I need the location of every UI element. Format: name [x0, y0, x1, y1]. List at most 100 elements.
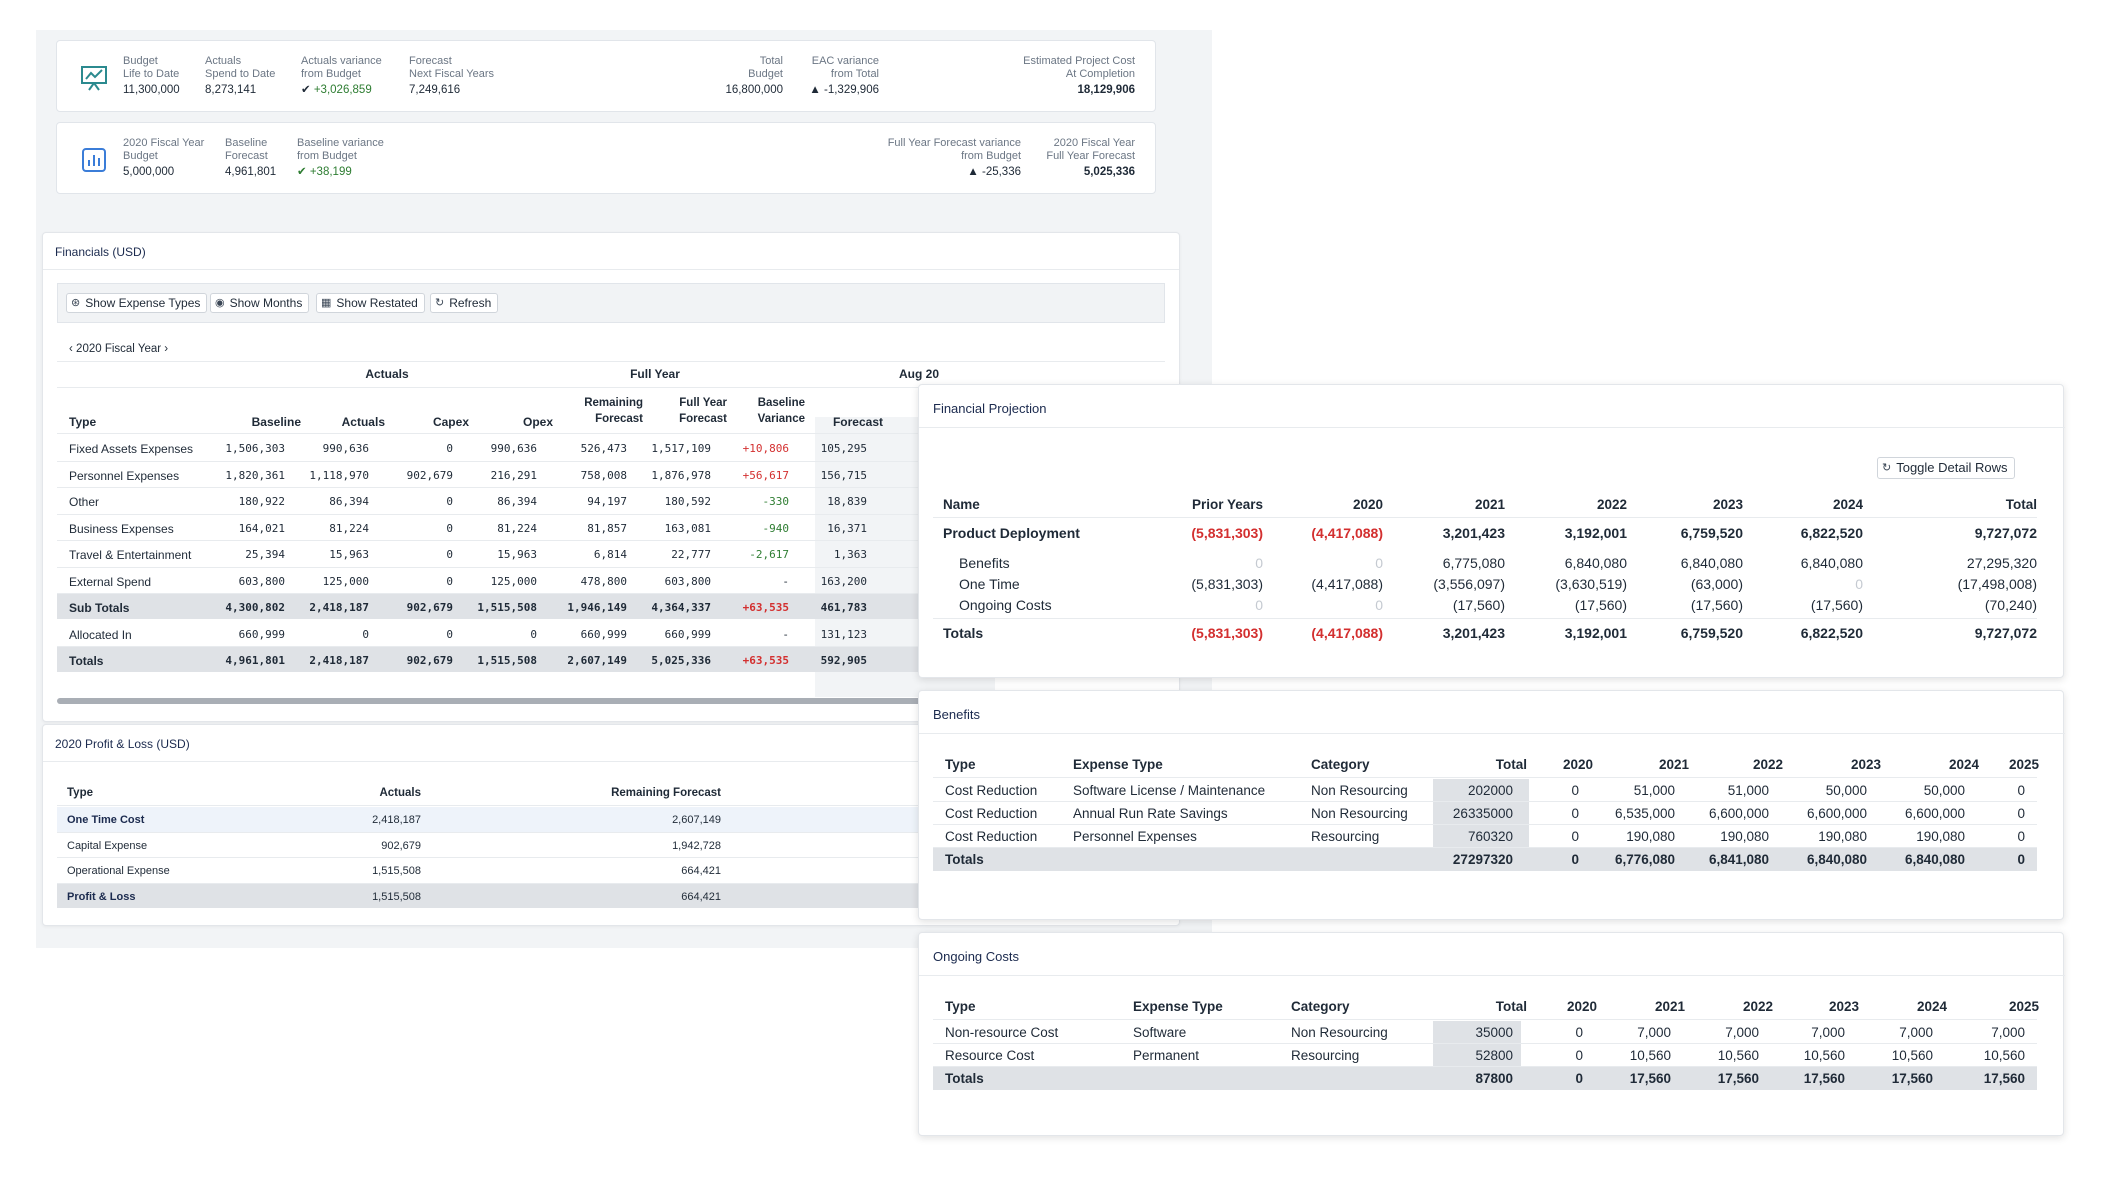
financials-toolbar: ⊛ Show Expense Types ◉ Show Months ▦ Show R…: [57, 283, 1165, 323]
cell: 1,876,978: [651, 468, 711, 482]
row-type: Totals: [69, 654, 104, 668]
col-header: 2020: [1562, 757, 1593, 772]
cell: 7,000: [1811, 1025, 1845, 1040]
table-row[interactable]: One Time Cost 2,418,187 2,607,149: [57, 807, 1165, 833]
col-header-line1: Full Year: [679, 397, 727, 409]
cell: 0: [362, 627, 369, 641]
ongoing-title: Ongoing Costs: [933, 949, 1019, 964]
col-header-line1: Baseline: [757, 397, 805, 409]
projection-cell: 3,192,001: [1564, 525, 1627, 541]
col-header: 2023: [1850, 757, 1881, 772]
total-row-shade: [933, 848, 2037, 871]
cell: 50,000: [1825, 783, 1867, 798]
cell: 17,560: [1983, 1071, 2025, 1086]
projection-row-name: Product Deployment: [943, 525, 1080, 541]
cell: Permanent: [1133, 1048, 1200, 1063]
col-header-line2: Variance: [757, 413, 805, 425]
cell: 478,800: [580, 574, 627, 588]
check-circle-icon: ✔: [301, 84, 311, 96]
cell: Cost Reduction: [945, 806, 1038, 821]
horizontal-scrollbar[interactable]: [57, 698, 1165, 704]
cell: 660,999: [664, 627, 711, 641]
cell: 10,560: [1891, 1048, 1933, 1063]
col-header: Actuals: [341, 415, 385, 429]
col-header-actuals: Actuals: [379, 787, 421, 799]
projection-cell: (17,560): [1452, 597, 1505, 613]
table-row: Cost Reduction Software License / Mainten…: [933, 779, 2037, 802]
col-header: Forecast: [832, 415, 883, 429]
fiscal-year-selector[interactable]: ‹ 2020 Fiscal Year ›: [69, 343, 169, 355]
chevron-left-icon[interactable]: ‹: [69, 343, 73, 355]
cell: 1,506,303: [225, 442, 285, 455]
cell: 180,922: [238, 495, 285, 508]
cell: Non-resource Cost: [945, 1025, 1059, 1040]
cell: 1,946,149: [567, 601, 627, 614]
cell-remaining: 2,607,149: [672, 814, 721, 826]
cell: 17,560: [1629, 1071, 1671, 1086]
show-restated-button[interactable]: ▦ Show Restated: [316, 293, 425, 313]
show-expense-types-button[interactable]: ⊛ Show Expense Types: [66, 293, 208, 313]
cell: 2,607,149: [567, 654, 627, 667]
table-row: Allocated In 660,999 0 0 0 660,999 660,999 - 131…: [57, 621, 1165, 648]
cell: 6,814: [593, 548, 627, 561]
cell: 15,963: [329, 548, 369, 561]
col-header-line2: Forecast: [679, 413, 727, 425]
cell: +10,806: [742, 442, 789, 455]
col-header: 2021: [1654, 999, 1685, 1014]
toggle-detail-rows-button[interactable]: ↻ Toggle Detail Rows: [1877, 457, 2015, 479]
cell: 216,291: [490, 468, 537, 482]
cell: 50,000: [1923, 783, 1965, 798]
cell: 0: [530, 627, 537, 641]
cell: 190,080: [1720, 829, 1769, 844]
group-header: Actuals: [365, 367, 409, 381]
cell: 10,560: [1983, 1048, 2025, 1063]
col-header: Baseline: [251, 415, 301, 429]
projection-row-name: Ongoing Costs: [959, 597, 1052, 613]
kpi-actuals-variance: Actuals variance from Budget ✔ +3,026,859: [301, 55, 382, 96]
cell: 18,839: [827, 495, 867, 508]
chevron-right-icon[interactable]: ›: [164, 343, 169, 355]
cell: 86,394: [497, 495, 537, 508]
table-row: Totals 27297320 0 6,776,080 6,841,080 6,840,0…: [933, 848, 2037, 871]
cell: 4,961,801: [225, 654, 285, 667]
cell: 4,300,802: [225, 601, 285, 614]
cell: 35000: [1475, 1025, 1513, 1040]
projection-cell: (63,000): [1690, 576, 1743, 592]
col-header-line1: Remaining: [584, 397, 643, 409]
cell-actuals: 902,679: [381, 839, 421, 852]
cell: 17,560: [1891, 1071, 1933, 1086]
cell: +63,535: [742, 654, 789, 667]
cell: 902,679: [406, 654, 453, 667]
projection-cell: (4,417,088): [1311, 625, 1383, 641]
cell-remaining: 1,942,728: [672, 839, 721, 852]
cell: 163,081: [664, 521, 711, 535]
benefits-title: Benefits: [933, 707, 980, 722]
row-type: Business Expenses: [69, 521, 174, 536]
projection-cell: (4,417,088): [1311, 576, 1383, 592]
refresh-button[interactable]: ↻ Refresh: [430, 293, 499, 313]
table-row: Resource Cost Permanent Resourcing 52800 0 10…: [933, 1044, 2037, 1067]
kpi-eac-variance: EAC variance from Total ▲ -1,329,906: [809, 55, 879, 96]
col-header: Expense Type: [1133, 999, 1223, 1014]
cell: 190,080: [1818, 829, 1867, 844]
group-header: Full Year: [630, 367, 680, 381]
cell: 0: [1575, 1048, 1583, 1063]
col-header: Prior Years: [1191, 497, 1263, 512]
cell: 6,840,080: [1904, 852, 1965, 867]
row-type: Capital Expense: [67, 839, 148, 852]
table-icon: ▦: [321, 297, 332, 309]
cell: 902,679: [406, 601, 453, 614]
col-header-remaining: Remaining Forecast: [611, 787, 721, 799]
projection-cell: 6,840,080: [1800, 555, 1863, 571]
projection-row-name: Benefits: [959, 555, 1010, 571]
cell: 660,999: [238, 627, 285, 641]
cell: 603,800: [238, 574, 285, 588]
col-header: 2023: [1828, 999, 1859, 1014]
benefits-table: Type Expense Type Category Total 2020 2021 202…: [933, 745, 2051, 915]
cell: 163,200: [820, 574, 867, 588]
cell: 0: [446, 548, 453, 561]
financials-title: Financials (USD): [55, 245, 146, 259]
show-months-button[interactable]: ◉ Show Months: [210, 293, 310, 313]
cell: 6,840,080: [1806, 852, 1867, 867]
cell: 7,000: [1899, 1025, 1933, 1040]
